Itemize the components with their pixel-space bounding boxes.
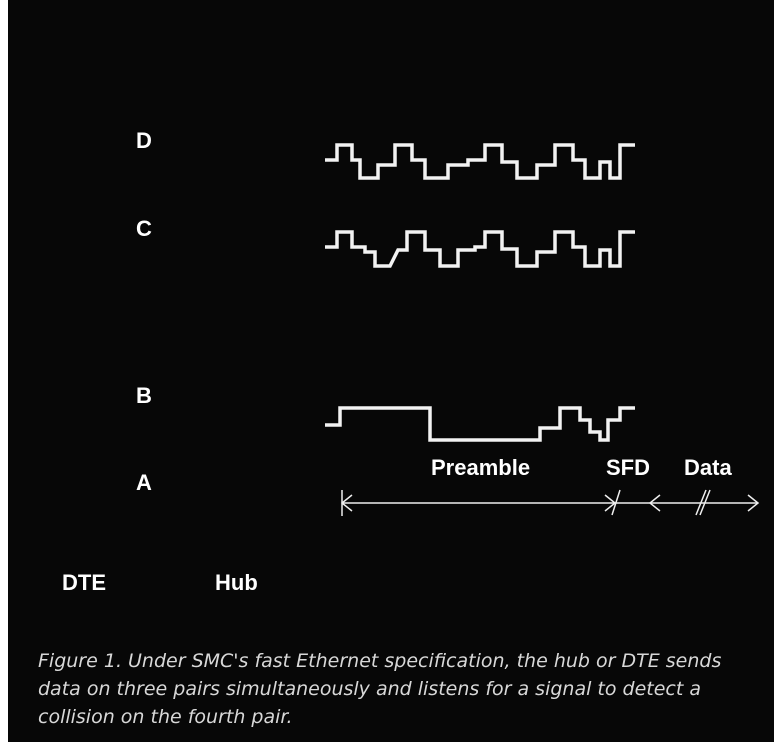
signal-label: D (136, 128, 152, 153)
data-label: Data (684, 455, 732, 480)
dte-label: DTE (62, 570, 106, 595)
caption-line: data on three pairs simultaneously and l… (38, 678, 701, 700)
signal-label: C (136, 216, 152, 241)
sfd-label: SFD (606, 455, 650, 480)
background (8, 0, 774, 742)
caption-line: collision on the fourth pair. (38, 706, 293, 728)
caption-line: Figure 1. Under SMC's fast Ethernet spec… (38, 650, 721, 672)
signal-label: A (136, 470, 152, 495)
preamble-label: Preamble (431, 455, 530, 480)
signal-label: B (136, 383, 152, 408)
figure: D C B A Preamble SFD Data DTE Hub Figure… (0, 0, 774, 755)
hub-label: Hub (215, 570, 258, 595)
